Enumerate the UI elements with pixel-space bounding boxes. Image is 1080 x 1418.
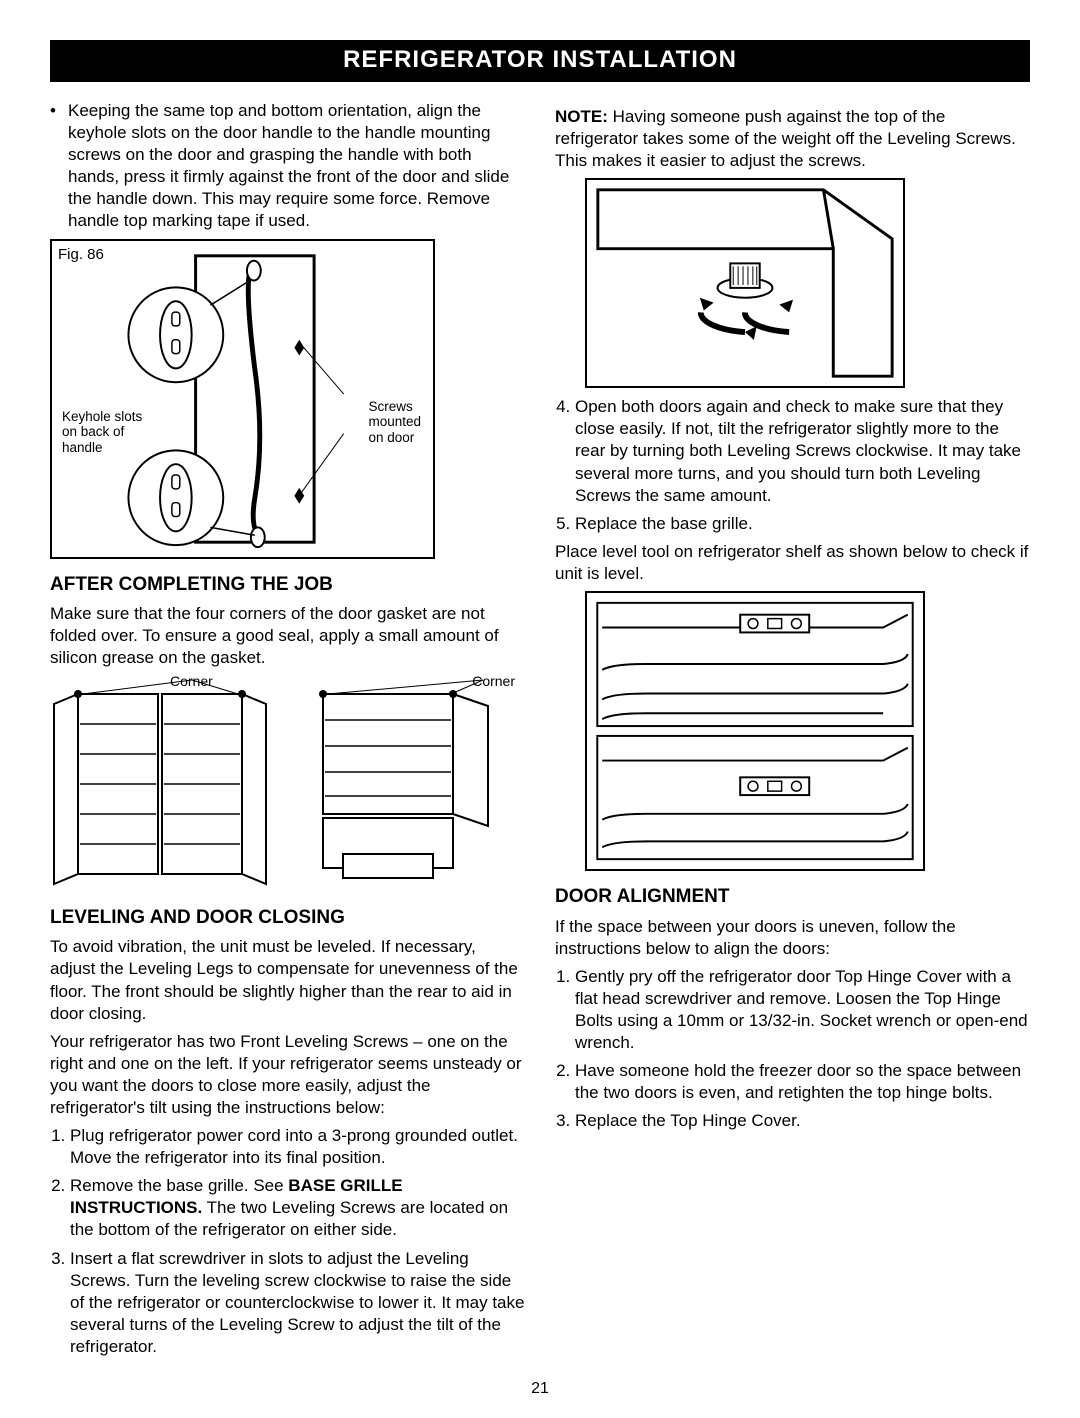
shelf-level-figure-svg [587,593,923,869]
door-step-1: Gently pry off the refrigerator door Top… [575,966,1030,1054]
page-number: 21 [0,1380,1080,1398]
leveling-step-1: Plug refrigerator power cord into a 3-pr… [70,1125,525,1169]
door-step-2: Have someone hold the freezer door so th… [575,1060,1030,1104]
level-check-text: Place level tool on refrigerator shelf a… [555,541,1030,585]
leveling-para-2: Your refrigerator has two Front Leveling… [50,1031,525,1119]
corner-figures: Corner [50,676,525,892]
figure-86: Fig. 86 [50,239,435,559]
door-alignment-text: If the space between your doors is uneve… [555,916,1030,960]
leveling-para-1: To avoid vibration, the unit must be lev… [50,936,525,1024]
leveling-heading: LEVELING AND DOOR CLOSING [50,906,525,931]
corner-figure-left-svg [50,676,270,886]
leveling-steps: Plug refrigerator power cord into a 3-pr… [50,1125,525,1358]
note-label: NOTE: [555,107,608,126]
door-step-3: Replace the Top Hinge Cover. [575,1110,1030,1132]
page-title-bar: REFRIGERATOR INSTALLATION [50,40,1030,82]
leveling-screw-figure [585,178,905,388]
handle-install-text: Keeping the same top and bottom orientat… [68,100,525,233]
manual-page: REFRIGERATOR INSTALLATION • Keeping the … [0,0,1080,1418]
right-column: NOTE: Having someone push against the to… [555,100,1030,1364]
shelf-level-figure [585,591,925,871]
leveling-steps-continued: Open both doors again and check to make … [555,396,1030,535]
after-completing-heading: AFTER COMPLETING THE JOB [50,573,525,598]
note-paragraph: NOTE: Having someone push against the to… [555,106,1030,172]
bullet-icon: • [50,100,68,233]
left-column: • Keeping the same top and bottom orient… [50,100,525,1364]
door-alignment-heading: DOOR ALIGNMENT [555,885,1030,910]
corner-label-left: Corner [170,672,213,690]
leveling-step-5: Replace the base grille. [575,513,1030,535]
corner-figure-right-svg [293,676,513,886]
two-column-layout: • Keeping the same top and bottom orient… [50,100,1030,1364]
page-title: REFRIGERATOR INSTALLATION [343,46,737,73]
leveling-step-2: Remove the base grille. See BASE GRILLE … [70,1175,525,1241]
after-completing-text: Make sure that the four corners of the d… [50,603,525,669]
leveling-screw-figure-svg [587,180,903,386]
leveling-step-4: Open both doors again and check to make … [575,396,1030,506]
leveling-step-3: Insert a flat screwdriver in slots to ad… [70,1248,525,1358]
door-alignment-steps: Gently pry off the refrigerator door Top… [555,966,1030,1133]
corner-label-right: Corner [472,672,515,690]
corner-figure-right: Corner [293,676,526,892]
note-body: Having someone push against the top of t… [555,107,1016,170]
fig86-left-caption: Keyhole slots on back of handle [62,409,142,456]
figure-86-label: Fig. 86 [58,245,104,265]
handle-install-bullet: • Keeping the same top and bottom orient… [50,100,525,233]
fig86-right-caption: Screws mounted on door [368,399,421,446]
corner-figure-left: Corner [50,676,283,892]
